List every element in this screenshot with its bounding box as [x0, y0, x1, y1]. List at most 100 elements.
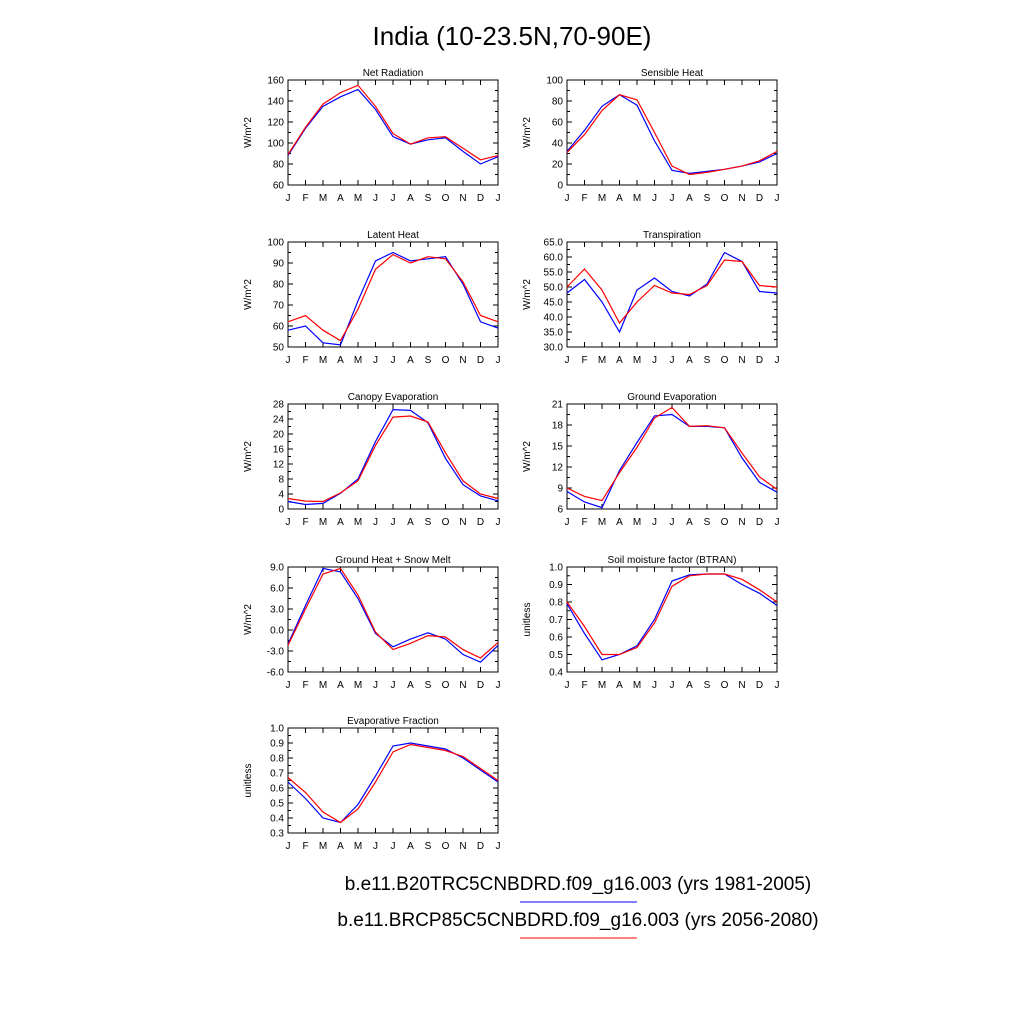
x-tick-label: A [407, 841, 414, 852]
x-tick-label: M [319, 841, 327, 852]
panel-4: Transpiration W/m^2 30.0 35.0 40.0 45.0 50.0 55… [522, 230, 780, 366]
x-tick-label: N [738, 355, 745, 366]
y-tick-label: 160 [267, 76, 284, 87]
x-tick-label: J [496, 841, 501, 852]
y-tick-label: 0.8 [549, 598, 563, 609]
y-tick-label: -3.0 [267, 647, 285, 658]
x-tick-label: J [391, 680, 396, 691]
series-line-2 [287, 84, 499, 161]
series-line-1 [566, 251, 778, 334]
x-tick-label: J [496, 193, 501, 204]
x-tick-label: J [286, 193, 291, 204]
x-tick-label: J [670, 355, 675, 366]
x-tick-label: F [302, 355, 308, 366]
x-tick-label: F [302, 680, 308, 691]
legend: b.e11.B20TRC5CNBDRD.f09_g16.003 (yrs 198… [337, 874, 819, 939]
y-tick-label: 40 [552, 139, 564, 150]
x-tick-label: N [459, 193, 466, 204]
series-line-1 [566, 93, 778, 175]
panel-title: Ground Heat + Snow Melt [335, 555, 451, 566]
plot-frame [287, 727, 499, 834]
x-tick-label: N [738, 680, 745, 691]
y-tick-label: 0.5 [549, 650, 563, 661]
series-line-1 [287, 408, 499, 506]
x-tick-label: O [721, 517, 729, 528]
x-tick-label: J [565, 680, 570, 691]
x-tick-label: F [581, 355, 587, 366]
x-tick-label: D [477, 355, 484, 366]
x-tick-label: M [633, 517, 641, 528]
x-tick-label: A [407, 680, 414, 691]
x-tick-label: A [337, 680, 344, 691]
y-tick-label: 12 [552, 463, 564, 474]
y-tick-label: 28 [273, 400, 285, 411]
y-tick-label: 0 [278, 505, 284, 516]
series-line-2 [287, 567, 499, 659]
x-tick-label: J [373, 355, 378, 366]
y-tick-label: 9.0 [270, 563, 284, 574]
y-tick-label: 0.5 [270, 799, 284, 810]
y-tick-label: 21 [552, 400, 564, 411]
x-tick-label: F [581, 517, 587, 528]
x-tick-label: M [598, 355, 606, 366]
series-line-2 [566, 94, 778, 176]
x-tick-label: A [337, 517, 344, 528]
x-tick-label: J [391, 841, 396, 852]
y-tick-label: 1.0 [549, 563, 563, 574]
series-line-1 [287, 742, 499, 824]
y-tick-label: 60 [552, 118, 564, 129]
y-tick-label: 0.3 [270, 829, 284, 840]
x-tick-label: J [391, 517, 396, 528]
y-tick-label: 0.9 [549, 580, 563, 591]
plot-frame [566, 241, 778, 348]
x-tick-label: J [373, 680, 378, 691]
y-tick-label: 20 [273, 430, 285, 441]
y-tick-label: 4 [278, 490, 284, 501]
x-tick-label: O [442, 193, 450, 204]
x-tick-label: A [337, 355, 344, 366]
plot-frame [566, 566, 778, 673]
x-tick-label: J [565, 355, 570, 366]
x-tick-label: F [302, 841, 308, 852]
x-tick-label: M [598, 517, 606, 528]
x-tick-label: M [319, 517, 327, 528]
x-tick-label: M [319, 193, 327, 204]
x-tick-label: M [598, 680, 606, 691]
x-tick-label: A [407, 193, 414, 204]
x-tick-label: J [391, 355, 396, 366]
series-line-1 [287, 567, 499, 663]
x-tick-label: N [738, 517, 745, 528]
x-tick-label: O [442, 841, 450, 852]
panel-title: Ground Evaporation [627, 392, 717, 403]
x-tick-label: A [337, 841, 344, 852]
series-line-2 [566, 573, 778, 656]
x-tick-label: F [302, 517, 308, 528]
y-tick-label: 15 [552, 442, 564, 453]
y-tick-label: 45.0 [544, 298, 564, 309]
y-tick-label: 60.0 [544, 253, 564, 264]
x-tick-label: J [775, 355, 780, 366]
y-tick-label: 0.4 [549, 668, 563, 679]
x-tick-label: M [354, 355, 362, 366]
x-tick-label: N [459, 517, 466, 528]
y-tick-label: 6.0 [270, 584, 284, 595]
y-tick-label: 80 [273, 280, 285, 291]
x-tick-label: M [633, 193, 641, 204]
y-tick-label: 0.7 [270, 769, 284, 780]
y-tick-label: 0.7 [549, 615, 563, 626]
y-axis-label: unitless [522, 603, 533, 637]
y-tick-label: 12 [273, 460, 285, 471]
x-tick-label: J [652, 680, 657, 691]
panel-title: Evaporative Fraction [347, 716, 439, 727]
y-tick-label: 140 [267, 97, 284, 108]
y-axis-label: W/m^2 [522, 117, 533, 148]
x-tick-label: A [686, 680, 693, 691]
x-tick-label: J [373, 193, 378, 204]
legend-label-2: b.e11.BRCP85C5CNBDRD.f09_g16.003 (yrs 20… [337, 910, 818, 931]
x-tick-label: J [670, 517, 675, 528]
x-tick-label: J [652, 517, 657, 528]
y-tick-label: 50 [273, 343, 285, 354]
